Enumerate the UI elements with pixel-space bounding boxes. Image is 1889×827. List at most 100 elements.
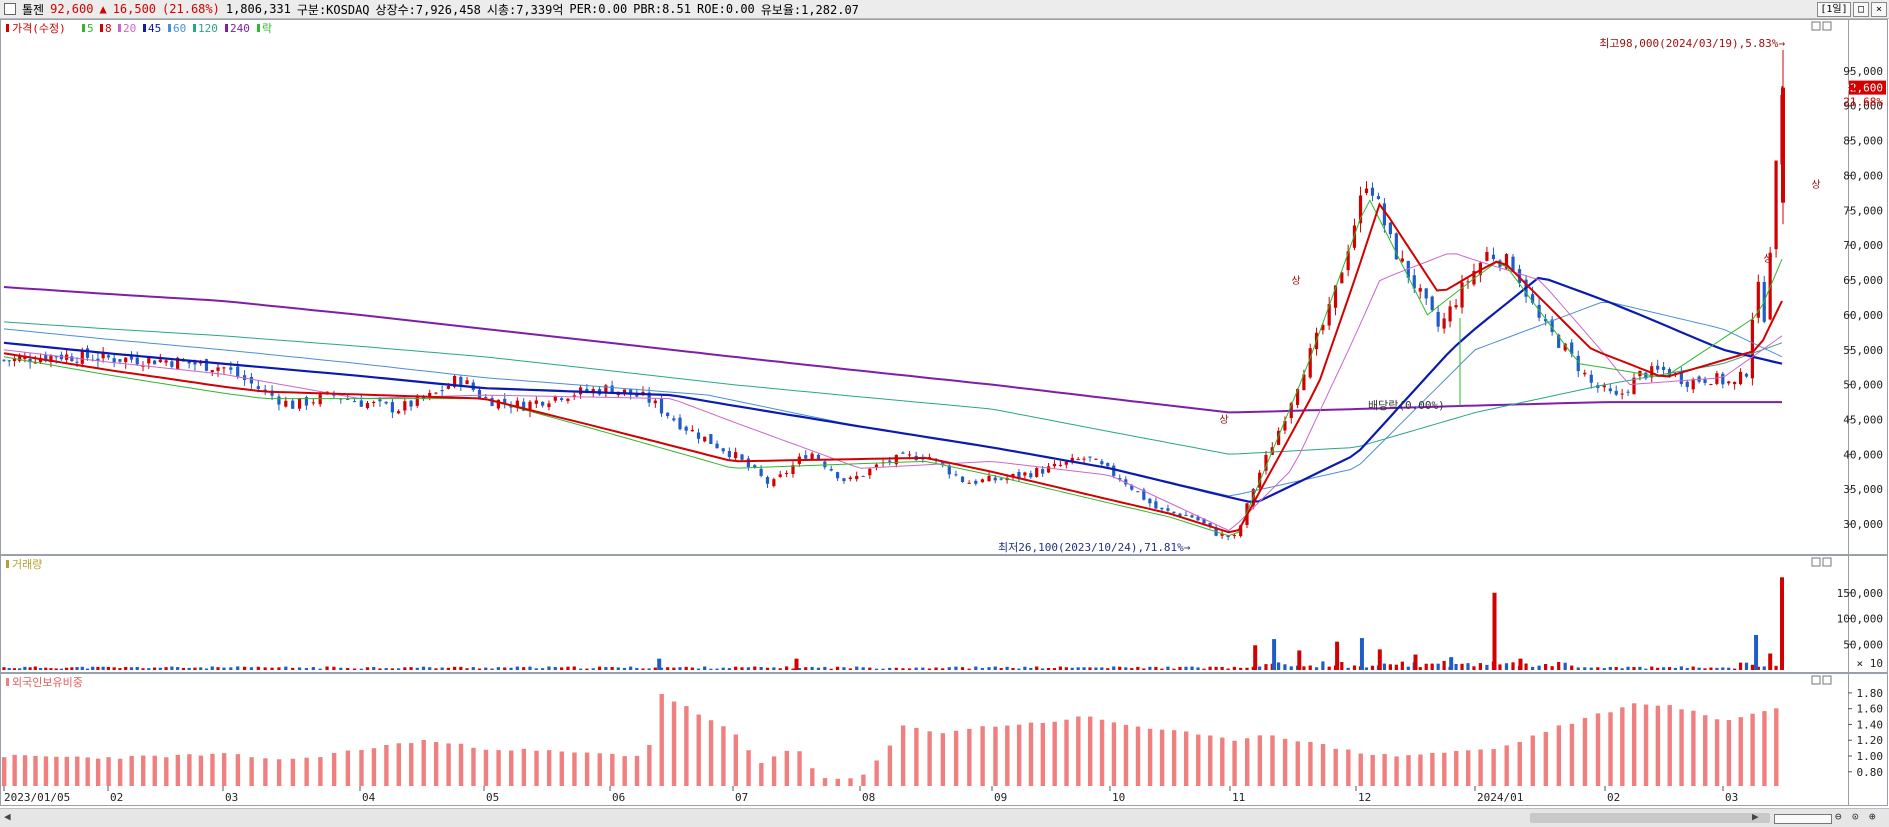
volume-bar [204,668,209,670]
volume-bar [881,668,885,670]
volume-bar [390,668,394,670]
zoom-reset-icon[interactable]: ⊙ [1852,810,1859,823]
candle-body [284,400,288,407]
candle-body [1321,324,1325,331]
volume-bar [993,666,997,670]
foreign-ratio-bar [1679,709,1684,786]
foreign-tick-label: 1.00 [1857,750,1884,763]
volume-bar [1608,666,1612,670]
foreign-ratio-bar [1245,738,1250,786]
scroll-thumb[interactable] [1530,813,1770,823]
foreign-ratio-bar [164,757,169,786]
volume-bar [477,668,482,670]
candle-body [503,398,507,404]
candle-body [1448,306,1452,322]
volume-bar [987,667,991,670]
price-change: 16,500 [112,2,157,16]
candle-body [1750,319,1754,379]
volume-bar [753,666,757,670]
stock-name[interactable]: 톨젠 [22,2,45,17]
candle-body [352,401,357,403]
candle-body [894,454,898,465]
volume-bar [1530,666,1535,670]
candle-body [1070,457,1074,463]
candle-body [1333,285,1338,308]
volume-bar [1041,668,1045,670]
candle-body [390,402,394,413]
candle-body [816,454,821,460]
volume-bar [242,666,247,670]
candle-body [176,357,180,370]
candle-body [1094,458,1098,460]
candle-body [229,367,233,370]
volume-bar [1283,664,1287,670]
candle-body [249,376,254,384]
candle-body [765,477,770,484]
volume-bar [604,666,608,670]
foreign-ratio-bar [861,774,866,786]
close-icon[interactable]: × [1871,2,1887,17]
candle-body [372,401,376,404]
volume-bar [384,668,388,670]
candle-body [629,389,633,395]
volume-bar [1208,666,1212,670]
panel-close-icon [1822,21,1832,31]
volume-bar [684,666,688,670]
zoom-out-icon[interactable]: ⊖ [1835,810,1842,823]
horizontal-scrollbar[interactable]: ◀ ▶ ⊖ ⊙ ⊕ [0,808,1889,827]
candle-body [297,398,302,409]
foreign-ratio-bar [835,778,840,786]
candle-body [1738,371,1743,385]
candle-body [1208,522,1212,527]
foreign-ratio-bar [848,778,853,786]
legend-price-label: 가격(수정) [12,22,66,35]
volume-bar [585,668,589,670]
volume-bar [1382,663,1387,670]
volume-bar [804,667,808,670]
volume-bar [1744,662,1749,670]
volume-bar [421,666,426,670]
volume-bar [967,668,971,670]
volume-bar [1352,665,1357,670]
candle-body [566,398,570,401]
volume-spike-bar [1297,650,1302,670]
panel-restore-icon [1811,21,1821,31]
limit-up-marker: 상 [1811,179,1820,191]
zoom-in-icon[interactable]: ⊕ [1869,810,1876,823]
volume-bar [1709,667,1713,670]
candle-body [1511,256,1515,272]
candle-body [403,401,407,411]
foreign-ratio-bar [784,750,790,786]
x-tick-label: 02 [1607,791,1620,804]
foreign-ratio-bar [887,745,893,786]
candle-body [721,448,725,452]
candle-body [1721,373,1725,385]
volume-bar [1370,665,1375,670]
period-button[interactable]: [1일] [1817,2,1851,17]
scroll-left-icon[interactable]: ◀ [4,810,11,823]
candle-body [1756,281,1760,318]
foreign-ratio-bar [496,750,501,786]
candle-body [842,478,846,482]
candle-body [653,400,657,404]
candle-body [1418,288,1422,292]
y-tick-label: 30,000 [1843,518,1883,531]
scroll-right-icon[interactable]: ▶ [1752,810,1759,823]
candle-body [44,354,48,361]
volume-bar [1327,666,1331,670]
candle-body [1685,381,1689,388]
window-icon[interactable] [4,3,16,15]
zoom-slider[interactable] [1774,814,1832,824]
restore-icon[interactable]: □ [1853,2,1869,17]
volume-bar [415,667,419,670]
volume-bar [147,668,151,670]
volume-bar [1418,667,1422,670]
volume-bar [1727,667,1731,670]
current-price-tag-bg [1849,80,1886,95]
candle-body [1691,379,1695,390]
candle-body [1058,464,1062,466]
volume-bar [1277,662,1281,670]
volume-spike-bar [1780,577,1784,670]
candle-body [591,389,595,393]
